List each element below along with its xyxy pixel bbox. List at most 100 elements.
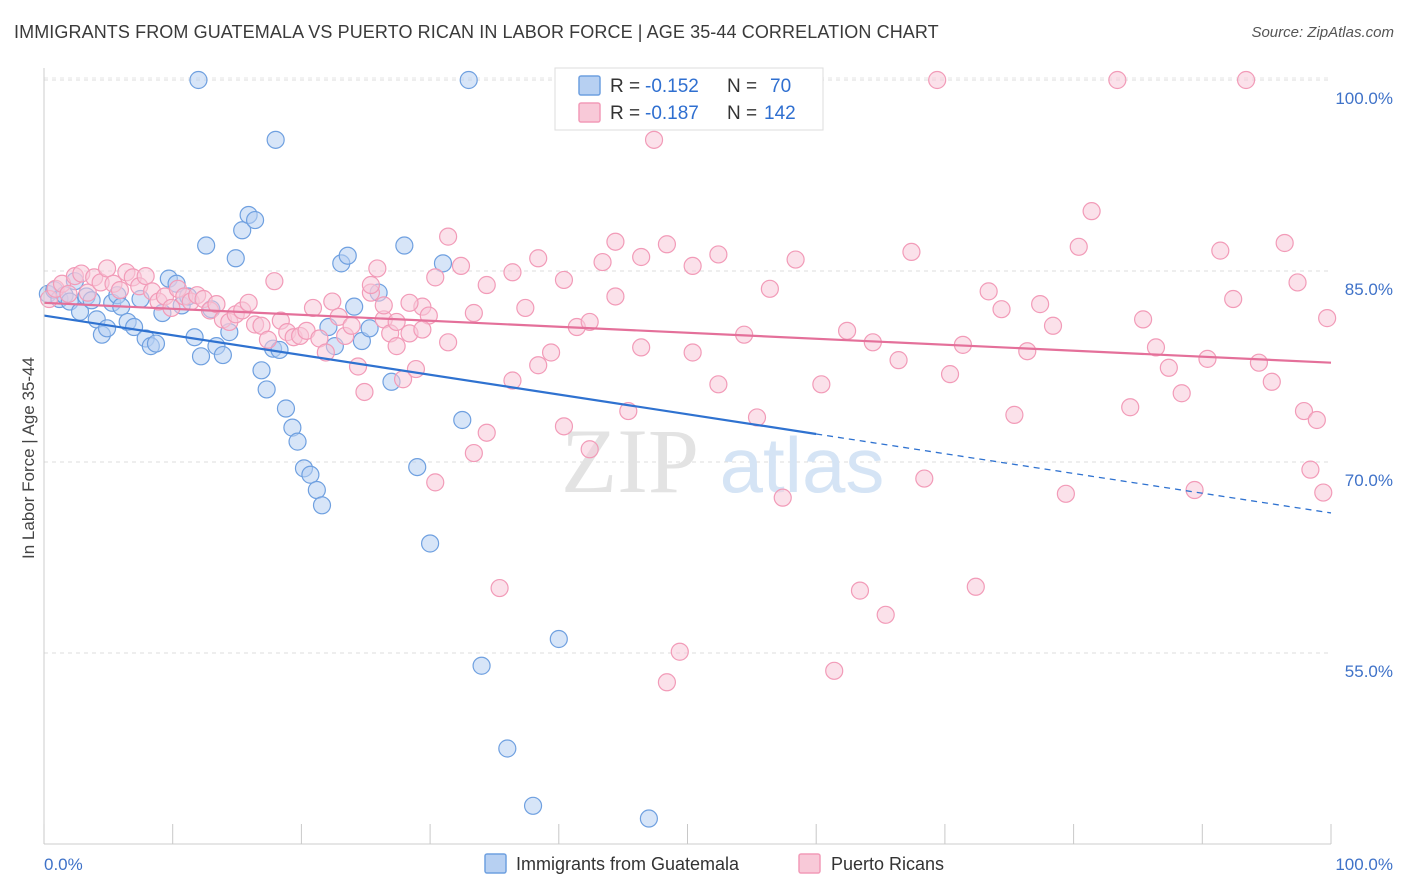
series-1-point-102: [1211, 241, 1230, 260]
series-1-point-113: [1318, 309, 1337, 328]
series-1-point-99: [1133, 310, 1153, 329]
series-1-point-9: [97, 259, 117, 278]
series-0-point-45: [301, 465, 320, 484]
series-1-point-68: [529, 356, 548, 375]
series-1-point-120: [1018, 342, 1037, 361]
series-0-point-46: [307, 480, 326, 500]
series-1-point-100: [1159, 358, 1178, 377]
series-0-point-58: [408, 457, 427, 477]
series-0-point-62: [472, 656, 491, 675]
series-1-point-149: [361, 275, 380, 295]
series-1-point-107: [1275, 233, 1294, 253]
legend-r-value-2: -0.187: [645, 103, 699, 124]
chart-title: IMMIGRANTS FROM GUATEMALA VS PUERTO RICA…: [14, 22, 939, 42]
series-1-point-93: [979, 282, 998, 301]
series-0-point-31: [213, 345, 232, 365]
series-1-point-141: [477, 275, 496, 295]
legend-n-value-2: 142: [764, 103, 796, 124]
series-1-point-72: [580, 440, 599, 459]
series-1-point-79: [670, 642, 689, 661]
series-0-point-65: [549, 629, 568, 649]
series-1-point-73: [593, 252, 612, 272]
series-1-point-49: [355, 382, 374, 402]
series-1-point-47: [342, 316, 361, 335]
y-tick-label-1: 85.0%: [1345, 280, 1393, 299]
series-0-point-27: [191, 347, 211, 366]
watermark-atlas: atlas: [720, 421, 885, 509]
watermark: ZIP atlas: [561, 410, 884, 512]
series-1-point-108: [1288, 273, 1307, 292]
series-1-point-69: [541, 343, 561, 362]
series-1-point-143: [439, 333, 458, 352]
series-1-point-98: [1108, 70, 1127, 90]
series-1-point-96: [1056, 484, 1075, 503]
legend-bottom-swatch-puerto-rican: [798, 853, 821, 874]
series-1-point-140: [503, 371, 522, 390]
series-0-point-11: [97, 319, 117, 338]
series-1-point-119: [1043, 316, 1063, 335]
series-1-point-65: [490, 578, 509, 598]
series-1-point-121: [992, 300, 1011, 319]
series-1-point-51: [368, 259, 387, 278]
series-0-point-69: [189, 70, 208, 90]
series-1-point-132: [709, 245, 728, 264]
legend-n-label-1: N =: [727, 76, 757, 97]
series-1-point-117: [1121, 398, 1140, 417]
legend-series: Immigrants from Guatemala Puerto Ricans: [484, 853, 944, 874]
series-1-point-109: [1294, 401, 1314, 421]
series-1-point-90: [902, 242, 921, 261]
series-1-point-67: [516, 298, 535, 318]
series-1-point-128: [812, 375, 831, 394]
legend-r-label-1: R =: [610, 76, 640, 97]
series-1-point-26: [207, 295, 226, 314]
y-tick-label-2: 70.0%: [1345, 471, 1393, 490]
legend-bottom-label-guatemala: Immigrants from Guatemala: [516, 854, 740, 874]
series-0-point-28: [197, 236, 216, 255]
series-1-point-48: [348, 357, 368, 376]
series-1-point-15: [136, 266, 155, 286]
series-0-point-43: [288, 432, 307, 451]
series-1-point-142: [464, 303, 483, 323]
y-tick-label-0: 100.0%: [1335, 89, 1393, 108]
series-1-point-116: [1146, 338, 1166, 357]
legend-swatch-guatemala: [578, 75, 601, 96]
series-0-trend-extension: [816, 433, 1332, 514]
series-1-point-74: [606, 232, 625, 251]
series-1-point-106: [1262, 372, 1281, 391]
series-1-point-11: [110, 281, 130, 300]
legend-swatch-puerto-rican: [578, 102, 601, 123]
series-1-point-101: [1185, 480, 1204, 500]
axis-layer: 100.0% 85.0% 70.0% 55.0% 0.0% 100.0%: [43, 68, 1393, 874]
series-1-point-76: [632, 247, 651, 267]
legend-r-label-2: R =: [610, 103, 640, 124]
series-1-point-118: [1069, 237, 1088, 256]
legend-n-label-2: N =: [727, 103, 757, 124]
grid-layer: [44, 77, 1331, 654]
series-1-point-125: [889, 351, 908, 370]
series-1-point-104: [1236, 70, 1256, 90]
series-1-point-87: [825, 661, 844, 680]
series-1-point-54: [387, 337, 406, 356]
series-0-point-47: [312, 496, 332, 515]
series-0-point-34: [233, 221, 252, 240]
series-1-point-145: [413, 320, 432, 339]
series-1-point-115: [1172, 384, 1191, 403]
series-1-point-124: [915, 469, 934, 488]
series-1-point-78: [657, 673, 677, 692]
series-1-point-135: [632, 338, 651, 357]
series-1-point-62: [451, 256, 471, 276]
series-1-point-122: [966, 577, 985, 596]
series-1-point-136: [606, 287, 625, 306]
series-0-point-70: [266, 130, 285, 149]
series-0-point-52: [345, 297, 364, 316]
series-0-point-61: [453, 410, 472, 430]
series-1-point-60: [426, 473, 445, 492]
legend-r-value-1: -0.152: [645, 76, 699, 97]
series-1-point-3: [59, 284, 78, 304]
series-1-point-127: [837, 321, 857, 340]
series-0-point-33: [226, 249, 245, 268]
series-1-point-97: [1082, 202, 1101, 221]
chart-source: Source: ZipAtlas.com: [1251, 24, 1394, 41]
series-1-point-138: [554, 270, 574, 290]
series-1-point-139: [529, 249, 548, 268]
